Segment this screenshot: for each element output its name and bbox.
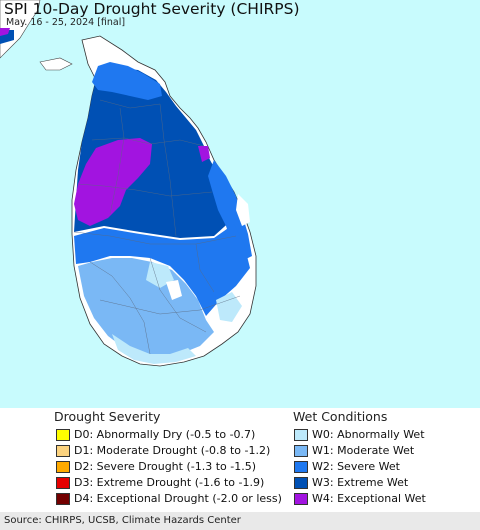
legend-label: W2: Severe Wet	[312, 460, 400, 473]
legend-swatch	[294, 444, 308, 457]
w2-east	[208, 160, 252, 262]
legend-swatch	[294, 428, 308, 441]
source-credit: Source: CHIRPS, UCSB, Climate Hazards Ce…	[4, 515, 241, 526]
legend-item-w3: W3: Extreme Wet	[294, 475, 408, 490]
legend-item-d4: D4: Exceptional Drought (-2.0 or less)	[56, 491, 282, 506]
legend-swatch	[294, 460, 308, 473]
map-svg	[0, 0, 257, 367]
w4-east	[198, 146, 210, 162]
legend-swatch	[56, 492, 70, 505]
legend-label: W0: Abnormally Wet	[312, 428, 425, 441]
w0-south-coast	[112, 334, 196, 364]
legend: Drought Severity Wet Conditions D0: Abno…	[0, 408, 480, 512]
legend-label: W1: Moderate Wet	[312, 444, 415, 457]
footer: Source: CHIRPS, UCSB, Climate Hazards Ce…	[0, 512, 480, 530]
legend-label: D4: Exceptional Drought (-2.0 or less)	[74, 492, 282, 505]
legend-item-w4: W4: Exceptional Wet	[294, 491, 426, 506]
legend-label: D1: Moderate Drought (-0.8 to -1.2)	[74, 444, 271, 457]
legend-label: W4: Exceptional Wet	[312, 492, 426, 505]
w0-east	[216, 292, 242, 322]
india-landmass	[0, 0, 41, 59]
legend-label: W3: Extreme Wet	[312, 476, 409, 489]
legend-swatch	[56, 476, 70, 489]
normal-center	[166, 280, 182, 300]
legend-item-d1: D1: Moderate Drought (-0.8 to -1.2)	[56, 443, 270, 458]
legend-item-d0: D0: Abnormally Dry (-0.5 to -0.7)	[56, 427, 255, 442]
legend-item-w2: W2: Severe Wet	[294, 459, 400, 474]
wet-legend-title: Wet Conditions	[293, 409, 388, 424]
legend-label: D2: Severe Drought (-1.3 to -1.5)	[74, 460, 257, 473]
w1-south	[78, 258, 214, 358]
map-subtitle: May. 16 - 25, 2024 [final]	[6, 17, 126, 28]
legend-item-w1: W1: Moderate Wet	[294, 443, 414, 458]
legend-swatch	[294, 476, 308, 489]
legend-swatch	[294, 492, 308, 505]
india-w4-patch	[0, 28, 10, 36]
drought-legend-title: Drought Severity	[54, 409, 161, 424]
legend-item-d2: D2: Severe Drought (-1.3 to -1.5)	[56, 459, 256, 474]
w4-west	[74, 138, 152, 226]
legend-swatch	[56, 444, 70, 457]
legend-swatch	[56, 460, 70, 473]
district-boundaries	[73, 99, 241, 355]
map-area: SPI 10-Day Drought Severity (CHIRPS) May…	[0, 0, 480, 408]
legend-label: D3: Extreme Drought (-1.6 to -1.9)	[74, 476, 265, 489]
legend-swatch	[56, 428, 70, 441]
legend-item-w0: W0: Abnormally Wet	[294, 427, 425, 442]
legend-label: D0: Abnormally Dry (-0.5 to -0.7)	[74, 428, 256, 441]
map-title: SPI 10-Day Drought Severity (CHIRPS)	[4, 0, 300, 18]
legend-item-d3: D3: Extreme Drought (-1.6 to -1.9)	[56, 475, 264, 490]
normal-east	[236, 194, 250, 226]
w0-center	[146, 262, 174, 288]
w2-north	[92, 62, 162, 100]
w2-central	[74, 224, 250, 316]
jaffna-islands	[39, 57, 73, 71]
